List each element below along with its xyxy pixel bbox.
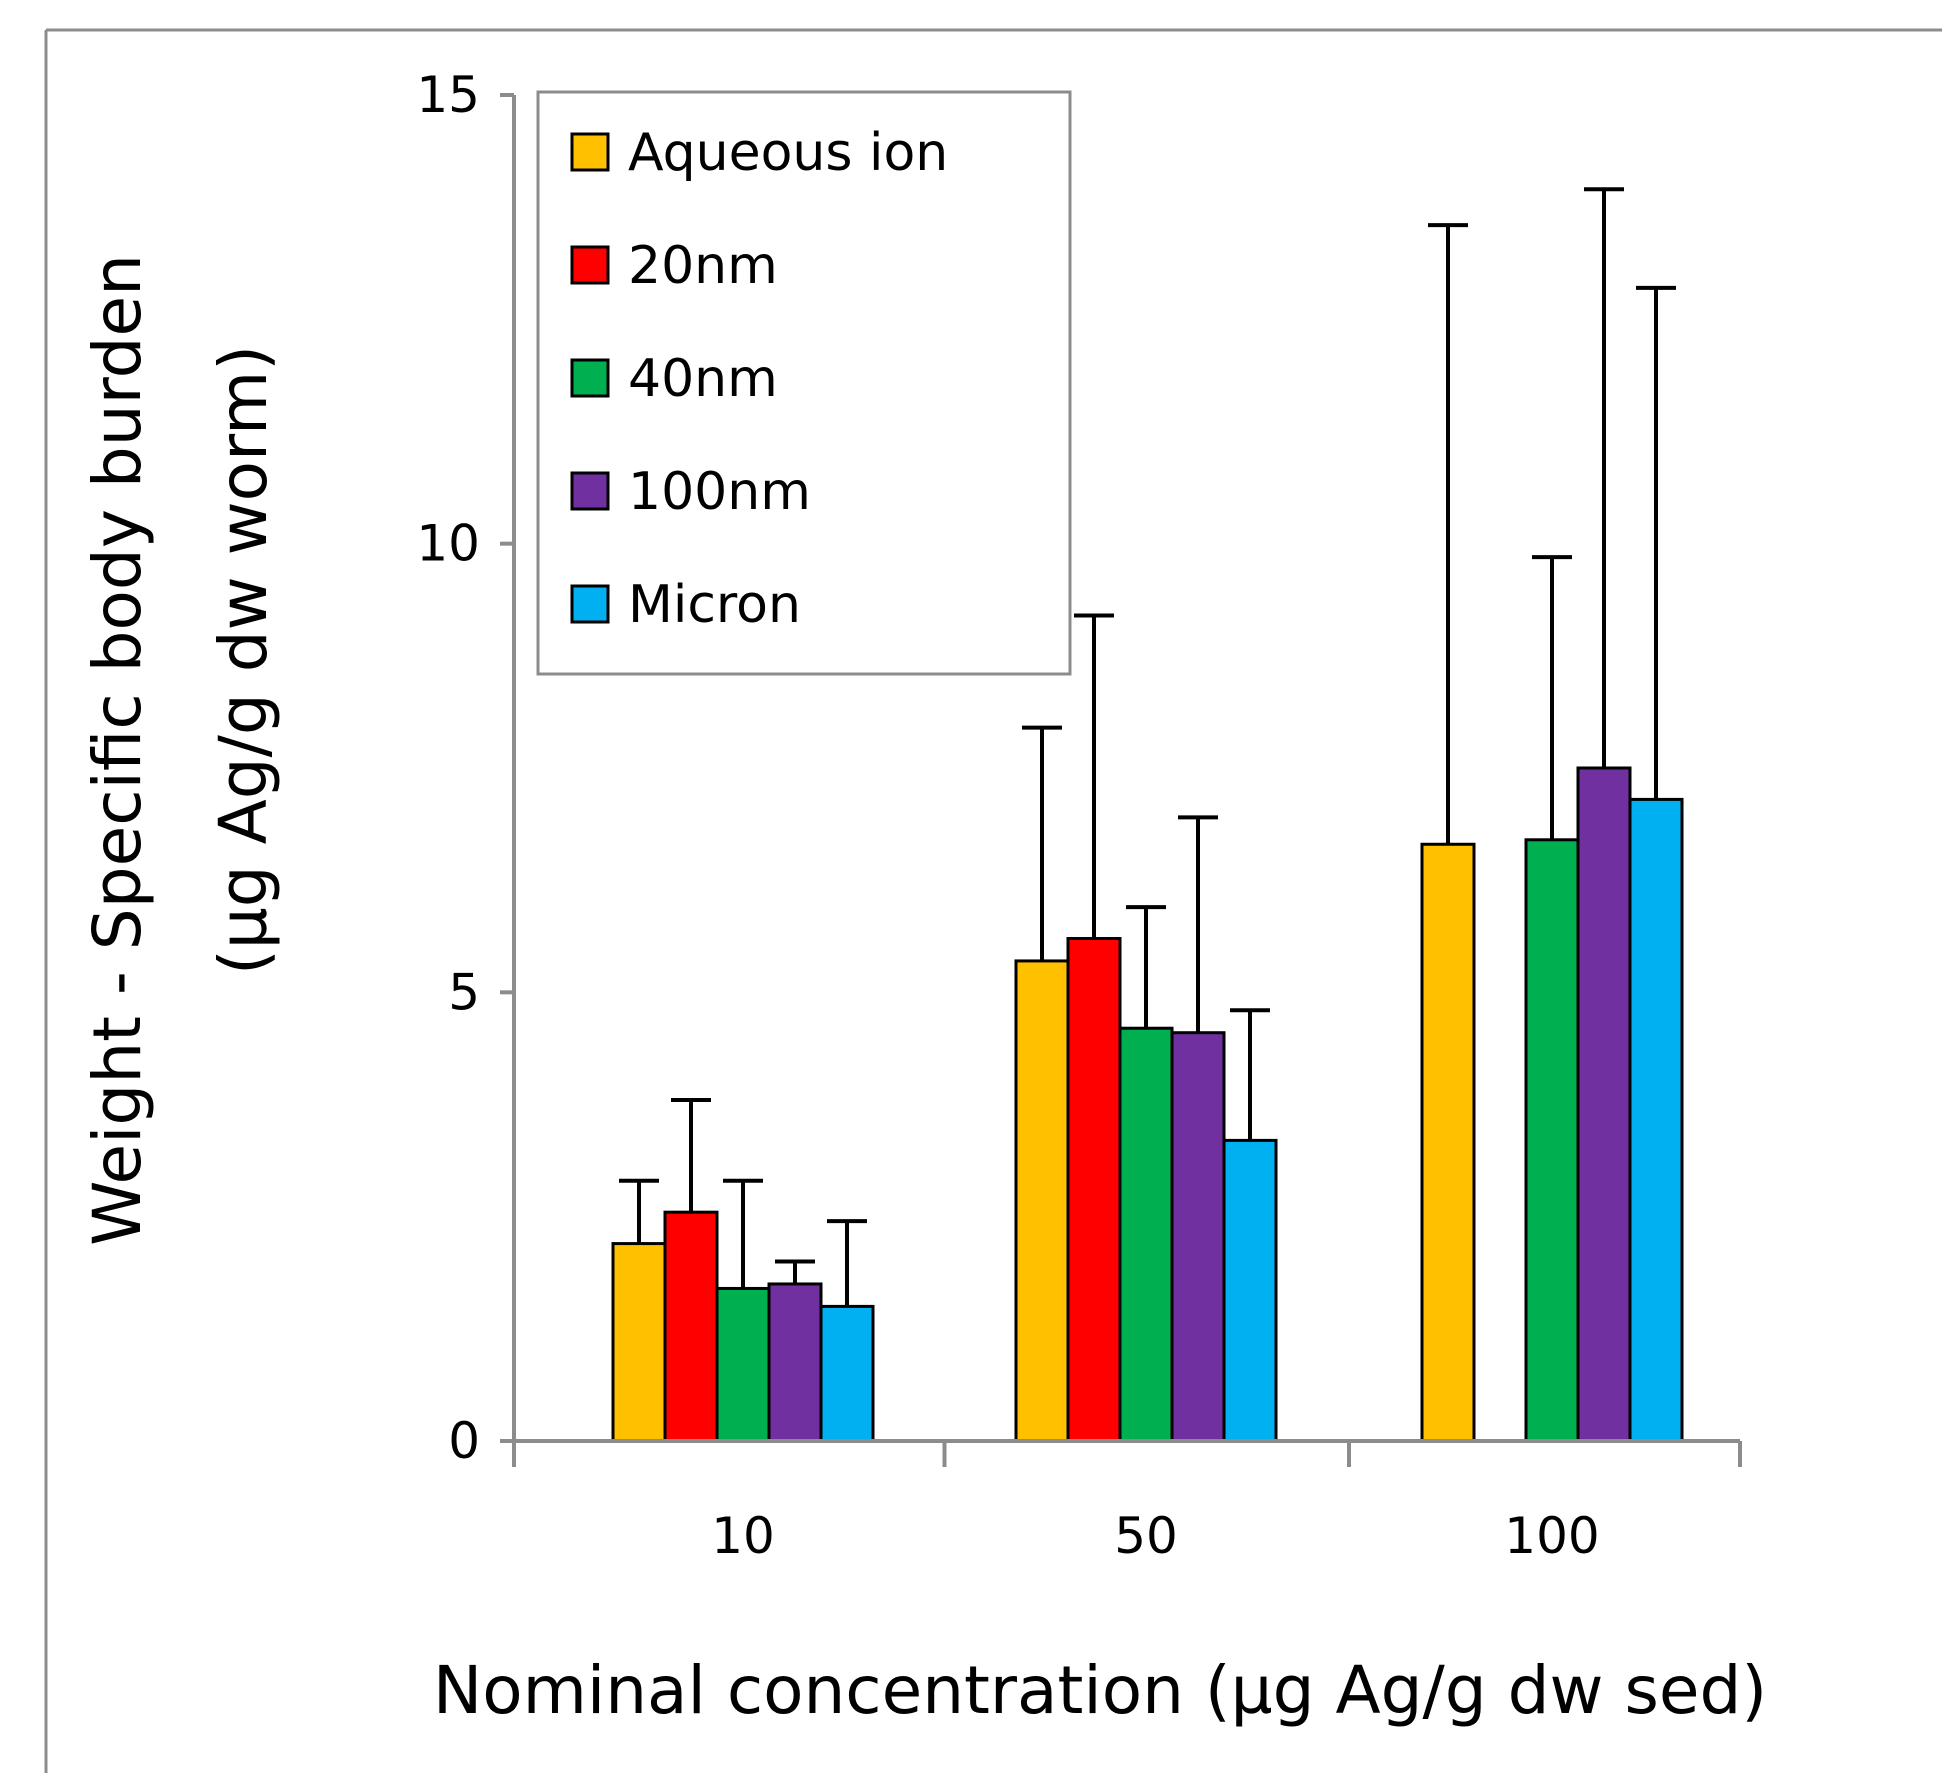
bar-20nm-10: [663, 1210, 719, 1443]
bar-20nm-50: [1066, 936, 1122, 1443]
legend-label-20nm: 20nm: [628, 236, 778, 296]
y-tick-labels: 0 5 10 15: [416, 66, 480, 1470]
bar-40nm-10: [715, 1286, 771, 1443]
bar-micron-50: [1222, 1138, 1278, 1443]
legend-label-40nm: 40nm: [628, 349, 778, 409]
axes-layer: [500, 93, 1742, 1467]
legend-items: Aqueous ion 20nm 40nm 100nm Micron: [570, 123, 948, 635]
y-tick-label: 10: [416, 515, 480, 573]
legend-label-micron: Micron: [628, 575, 801, 635]
bar-micron-10: [819, 1304, 875, 1443]
bar-aqueous-ion-100: [1420, 842, 1476, 1443]
bar-aqueous-ion-50: [1014, 959, 1070, 1443]
legend-swatch-aqueous-ion: [570, 132, 610, 172]
x-tick-label: 10: [711, 1507, 775, 1565]
error-bars-layer: [619, 187, 1676, 1307]
legend-swatch-20nm: [570, 245, 610, 285]
y-axis-title-line1: Weight - Specific body burden: [79, 254, 156, 1246]
x-tick-labels: 10 50 100: [711, 1507, 1600, 1565]
bar-40nm-100: [1524, 838, 1580, 1443]
bar-micron-100: [1628, 797, 1684, 1443]
y-tick-label: 0: [448, 1412, 480, 1470]
x-tick-label: 100: [1504, 1507, 1599, 1565]
bar-100nm-10: [767, 1282, 823, 1443]
y-tick-label: 15: [416, 66, 480, 124]
x-axis-title: Nominal concentration (µg Ag/g dw sed): [433, 1652, 1767, 1729]
legend-swatch-40nm: [570, 358, 610, 398]
bar-100nm-100: [1576, 766, 1632, 1443]
bar-40nm-50: [1118, 1026, 1174, 1443]
legend-box: [536, 90, 1072, 676]
y-axis-title-line2: (µg Ag/g dw worm): [205, 345, 282, 975]
legend-label-aqueous-ion: Aqueous ion: [628, 123, 948, 183]
legend-swatch-micron: [570, 584, 610, 624]
legend-label-100nm: 100nm: [628, 462, 811, 522]
legend: Aqueous ion 20nm 40nm 100nm Micron: [536, 90, 1072, 676]
legend-swatch-100nm: [570, 471, 610, 511]
bar-100nm-50: [1170, 1031, 1226, 1443]
bars-layer: [611, 766, 1684, 1443]
x-tick-label: 50: [1114, 1507, 1178, 1565]
bar-aqueous-ion-10: [611, 1242, 667, 1443]
y-tick-label: 5: [448, 963, 480, 1021]
